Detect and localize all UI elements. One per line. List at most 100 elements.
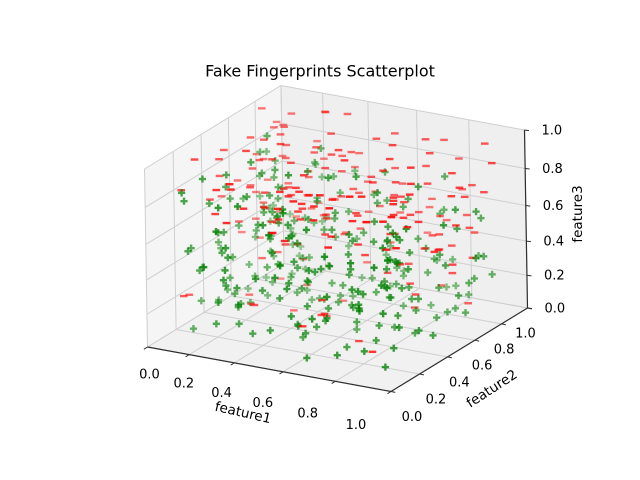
scatter-point-red-minus bbox=[379, 220, 387, 223]
y-tick-mark bbox=[447, 356, 452, 359]
scatter-point-red-minus bbox=[284, 195, 293, 198]
scatter-point-red-minus bbox=[448, 271, 457, 275]
scatter-point-red-minus bbox=[321, 233, 329, 236]
scatter-point-red-minus bbox=[270, 126, 278, 129]
scatter-point-red-minus bbox=[263, 178, 272, 181]
scatter-point-red-minus bbox=[297, 202, 306, 206]
grid-line-right bbox=[322, 93, 327, 272]
scatter-point-red-minus bbox=[340, 159, 349, 162]
scatter-point-red-minus bbox=[212, 188, 221, 192]
scatter-point-red-minus bbox=[252, 217, 260, 220]
scatter-point-red-minus bbox=[403, 225, 412, 229]
scatter-point-red-minus bbox=[379, 169, 387, 172]
scatter-point-red-minus bbox=[430, 250, 439, 254]
y-tick-mark bbox=[419, 373, 425, 376]
scatter-point-red-minus bbox=[389, 203, 397, 206]
scatter-point-red-minus bbox=[220, 148, 228, 152]
scatter-point-red-minus bbox=[440, 138, 448, 142]
x-tick-label: 0.8 bbox=[297, 407, 318, 422]
grid-line-left bbox=[146, 196, 284, 281]
z-tick-mark bbox=[526, 240, 531, 243]
scatter-point-red-minus bbox=[327, 153, 336, 156]
grid-line-left bbox=[254, 101, 259, 280]
scatter-point-red-minus bbox=[259, 205, 268, 209]
z-axis-line bbox=[523, 129, 529, 309]
scatter-point-red-minus bbox=[235, 220, 243, 223]
scatter-point-red-minus bbox=[292, 186, 300, 190]
scatter-point-red-minus bbox=[323, 217, 331, 220]
grid-line-right bbox=[283, 230, 528, 276]
scatter-point-red-minus bbox=[343, 112, 352, 116]
scatter-point-red-minus bbox=[406, 282, 414, 285]
scatter-point-red-minus bbox=[338, 154, 347, 158]
scatter-point-red-minus bbox=[361, 253, 369, 257]
scatter-point-red-minus bbox=[310, 151, 319, 154]
scatter-point-red-minus bbox=[215, 158, 223, 161]
grid-line-left bbox=[200, 134, 205, 313]
scatter-point-red-minus bbox=[391, 166, 399, 170]
scatter-point-red-minus bbox=[436, 214, 444, 218]
z-tick-mark bbox=[527, 307, 533, 310]
scatter-point-red-minus bbox=[227, 188, 235, 191]
scatter-point-red-minus bbox=[348, 219, 357, 223]
z-tick-label: 0.6 bbox=[543, 199, 564, 214]
scatter-point-red-minus bbox=[327, 235, 336, 238]
grid-line-left bbox=[144, 85, 282, 170]
scatter-point-red-minus bbox=[260, 138, 268, 141]
scatter-point-red-minus bbox=[487, 161, 496, 165]
scatter-point-red-minus bbox=[465, 226, 474, 230]
scatter-point-red-minus bbox=[364, 210, 373, 213]
scatter-point-red-minus bbox=[399, 216, 408, 219]
scatter-point-red-minus bbox=[290, 309, 298, 312]
scatter-point-red-minus bbox=[367, 175, 376, 179]
scatter-point-red-minus bbox=[179, 294, 188, 298]
scatter-point-red-minus bbox=[312, 146, 320, 149]
grid-line-left bbox=[144, 168, 148, 348]
scatter-point-red-minus bbox=[337, 195, 346, 198]
scatter-point-red-minus bbox=[274, 218, 283, 221]
scatter-point-red-minus bbox=[414, 210, 423, 214]
z-tick-mark bbox=[524, 129, 530, 132]
scatter-point-red-minus bbox=[425, 152, 434, 155]
scatter-point-red-minus bbox=[407, 166, 415, 169]
grid-line-left bbox=[227, 117, 232, 296]
scatter-point-red-minus bbox=[298, 325, 307, 328]
grid-line-floor bbox=[203, 311, 448, 358]
scatter-point-red-minus bbox=[246, 186, 254, 189]
scatter-point-red-minus bbox=[407, 182, 415, 186]
scatter-point-red-minus bbox=[294, 210, 302, 213]
grid-line-right bbox=[281, 123, 526, 169]
grid-line-left bbox=[172, 151, 177, 330]
scatter-point-red-minus bbox=[414, 220, 423, 224]
scatter-point-red-minus bbox=[353, 214, 362, 217]
scatter-point-red-minus bbox=[289, 200, 298, 203]
scatter-point-red-minus bbox=[355, 151, 363, 155]
x-tick-mark bbox=[230, 362, 235, 366]
scatter-point-red-minus bbox=[447, 195, 456, 198]
scatter-point-red-minus bbox=[217, 195, 226, 198]
y-tick-label: 0.2 bbox=[426, 392, 447, 407]
grid-line-floor bbox=[257, 278, 502, 325]
scatter-point-red-minus bbox=[448, 171, 456, 175]
grid-line-floor bbox=[283, 263, 528, 309]
scatter-point-red-minus bbox=[300, 174, 308, 177]
chart-title: Fake Fingerprints Scatterplot bbox=[205, 61, 435, 81]
z-tick-label: 1.0 bbox=[542, 124, 563, 139]
x-tick-mark bbox=[185, 354, 190, 358]
scatter-point-red-minus bbox=[382, 248, 391, 251]
scatter-point-red-minus bbox=[354, 243, 362, 246]
grid-line-floor bbox=[176, 329, 420, 375]
grid-line-right bbox=[367, 101, 372, 280]
scatter-point-red-minus bbox=[257, 107, 266, 110]
z-tick-mark bbox=[525, 167, 530, 170]
scatter-point-red-minus bbox=[368, 350, 377, 354]
scatter-point-red-minus bbox=[345, 195, 354, 198]
scatter-point-red-minus bbox=[357, 195, 366, 198]
scatter-point-red-minus bbox=[363, 261, 371, 264]
scatter-point-red-minus bbox=[372, 137, 381, 140]
scatter-point-red-minus bbox=[222, 221, 231, 225]
scatter-point-red-minus bbox=[455, 157, 463, 160]
scatter-point-red-minus bbox=[280, 125, 288, 128]
scatter-point-red-minus bbox=[389, 213, 398, 217]
scatter-point-red-minus bbox=[287, 112, 296, 115]
